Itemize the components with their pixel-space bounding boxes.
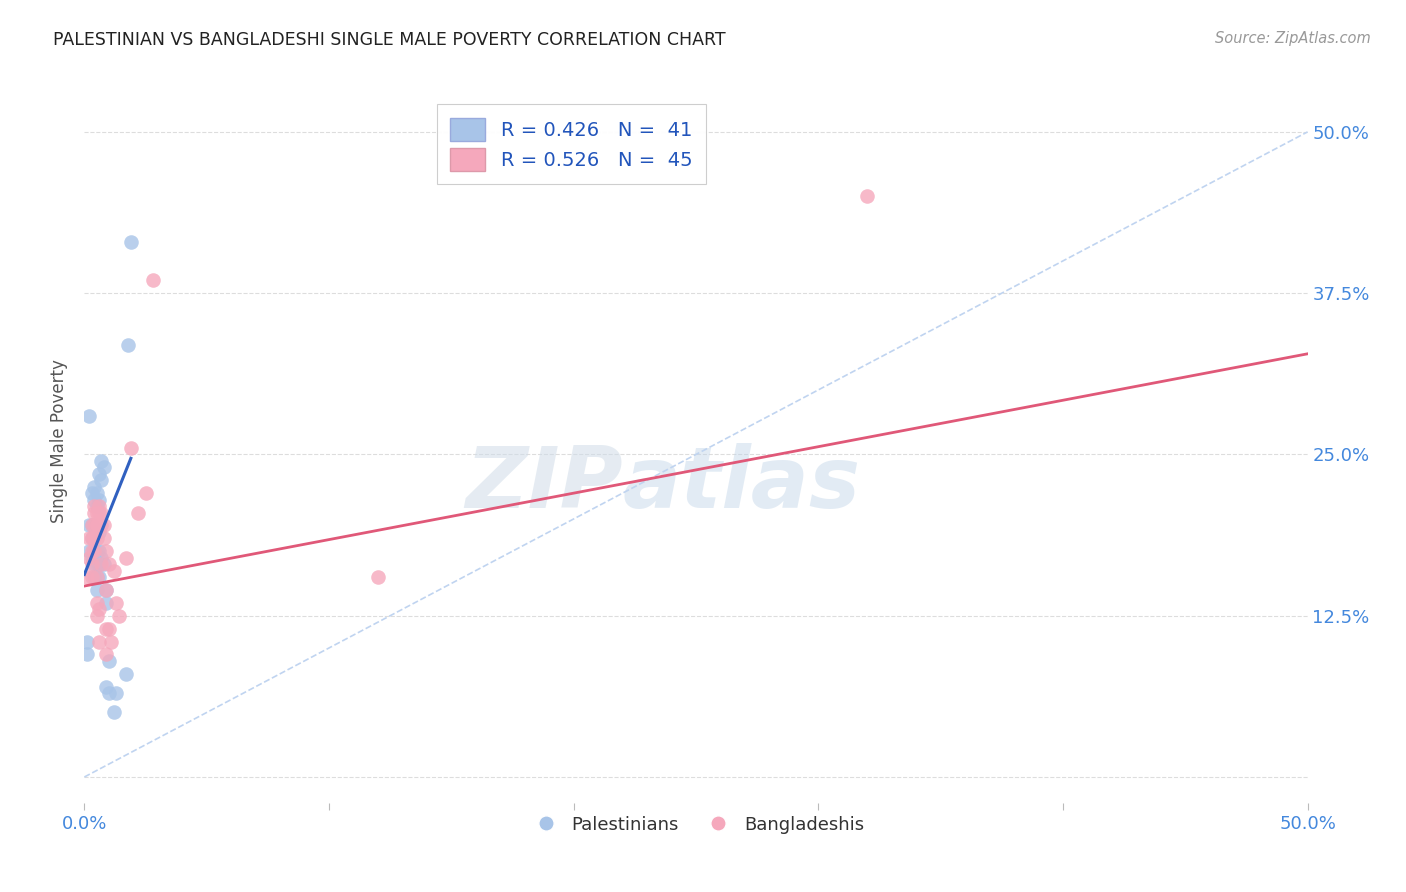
Point	[80, 518, 103, 533]
Point	[96, 680, 118, 694]
Point	[135, 486, 157, 500]
Point	[93, 531, 115, 545]
Point	[80, 557, 103, 571]
Point	[120, 441, 142, 455]
Point	[77, 544, 100, 558]
Point	[87, 602, 110, 616]
Point	[76, 648, 98, 662]
Point	[86, 506, 108, 520]
Point	[83, 480, 105, 494]
Point	[93, 557, 115, 571]
Point	[87, 557, 110, 571]
Point	[127, 506, 149, 520]
Point	[87, 634, 110, 648]
Point	[100, 634, 122, 648]
Point	[90, 454, 112, 468]
Point	[86, 486, 108, 500]
Point	[856, 189, 879, 203]
Point	[77, 550, 100, 565]
Point	[96, 648, 118, 662]
Point	[115, 550, 138, 565]
Point	[96, 544, 118, 558]
Text: PALESTINIAN VS BANGLADESHI SINGLE MALE POVERTY CORRELATION CHART: PALESTINIAN VS BANGLADESHI SINGLE MALE P…	[53, 31, 725, 49]
Point	[86, 544, 108, 558]
Point	[90, 557, 112, 571]
Point	[80, 531, 103, 545]
Point	[76, 634, 98, 648]
Point	[90, 506, 112, 520]
Point	[77, 531, 100, 545]
Point	[103, 706, 125, 720]
Point	[105, 686, 128, 700]
Point	[76, 570, 98, 584]
Point	[97, 557, 120, 571]
Point	[142, 273, 165, 287]
Point	[367, 570, 389, 584]
Point	[96, 582, 118, 597]
Point	[83, 531, 105, 545]
Point	[97, 654, 120, 668]
Point	[97, 686, 120, 700]
Point	[77, 518, 100, 533]
Point	[86, 570, 108, 584]
Point	[87, 524, 110, 539]
Point	[87, 467, 110, 481]
Point	[96, 622, 118, 636]
Point	[90, 550, 112, 565]
Point	[120, 235, 142, 249]
Point	[87, 492, 110, 507]
Text: Source: ZipAtlas.com: Source: ZipAtlas.com	[1215, 31, 1371, 46]
Point	[117, 338, 139, 352]
Point	[87, 544, 110, 558]
Point	[90, 473, 112, 487]
Point	[86, 570, 108, 584]
Point	[80, 518, 103, 533]
Point	[93, 460, 115, 475]
Point	[83, 570, 105, 584]
Point	[86, 608, 108, 623]
Point	[87, 506, 110, 520]
Point	[86, 518, 108, 533]
Point	[105, 596, 128, 610]
Point	[90, 518, 112, 533]
Y-axis label: Single Male Poverty: Single Male Poverty	[51, 359, 69, 524]
Point	[87, 570, 110, 584]
Point	[80, 544, 103, 558]
Point	[83, 518, 105, 533]
Point	[83, 492, 105, 507]
Text: atlas: atlas	[623, 443, 860, 526]
Point	[83, 544, 105, 558]
Point	[83, 506, 105, 520]
Point	[83, 557, 105, 571]
Point	[80, 570, 103, 584]
Text: ZIP: ZIP	[465, 443, 623, 526]
Point	[86, 499, 108, 513]
Point	[83, 499, 105, 513]
Point	[87, 499, 110, 513]
Point	[86, 557, 108, 571]
Point	[96, 596, 118, 610]
Point	[93, 518, 115, 533]
Point	[103, 564, 125, 578]
Point	[96, 582, 118, 597]
Point	[107, 608, 129, 623]
Point	[83, 544, 105, 558]
Point	[86, 531, 108, 545]
Point	[80, 550, 103, 565]
Point	[86, 582, 108, 597]
Point	[80, 531, 103, 545]
Point	[80, 486, 103, 500]
Point	[77, 409, 100, 423]
Point	[115, 666, 138, 681]
Point	[97, 622, 120, 636]
Point	[86, 596, 108, 610]
Legend: Palestinians, Bangladeshis: Palestinians, Bangladeshis	[520, 808, 872, 841]
